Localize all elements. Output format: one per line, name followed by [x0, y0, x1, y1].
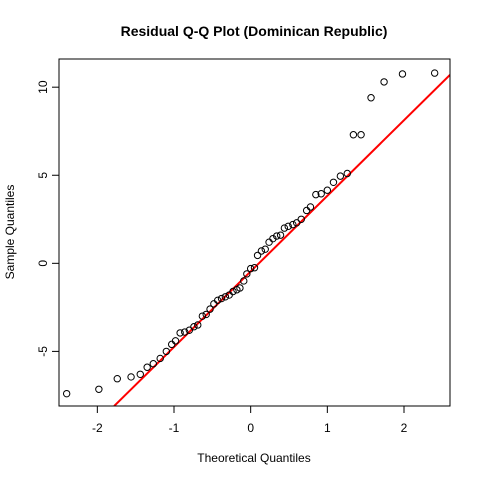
data-point-34	[261, 245, 269, 253]
data-point-21	[214, 296, 222, 305]
data-point-8	[156, 354, 164, 363]
data-point-33	[257, 247, 266, 255]
data-point-2	[95, 385, 103, 393]
data-point-3	[113, 374, 121, 383]
data-point-29	[243, 270, 251, 278]
data-point-45	[306, 203, 315, 211]
data-point-56	[398, 70, 407, 78]
data-point-6	[143, 363, 151, 371]
data-point-48	[323, 186, 332, 194]
data-point-50	[336, 172, 345, 180]
data-point-23	[221, 293, 230, 301]
chart-title: Residual Q-Q Plot (Dominican Republic)	[121, 23, 388, 39]
data-point-9	[162, 347, 171, 356]
data-point-42	[292, 219, 301, 227]
data-point-53	[357, 131, 365, 139]
data-point-47	[317, 190, 325, 198]
data-point-38	[276, 231, 285, 239]
data-point-52	[349, 131, 358, 139]
data-point-13	[181, 328, 189, 336]
data-point-41	[289, 220, 297, 229]
data-point-16	[194, 321, 202, 329]
x-tick-label: -2	[92, 421, 103, 435]
x-tick-label: 1	[324, 421, 331, 435]
data-point-40	[284, 222, 292, 231]
data-point-18	[202, 310, 210, 319]
data-point-55	[380, 78, 388, 86]
data-point-46	[312, 190, 320, 199]
x-tick-label: 2	[401, 421, 408, 435]
y-tick-label: 0	[36, 260, 50, 267]
data-point-19	[206, 305, 214, 313]
data-point-27	[236, 284, 244, 292]
data-point-12	[176, 329, 184, 337]
data-point-22	[217, 294, 226, 303]
data-point-32	[253, 251, 262, 260]
data-point-15	[190, 323, 198, 331]
data-point-4	[127, 373, 135, 381]
y-tick-label: -5	[36, 346, 50, 357]
x-tick-label: 0	[247, 421, 254, 435]
x-axis-label: Theoretical Quantiles	[197, 451, 310, 465]
data-point-7	[149, 360, 158, 368]
y-tick-label: 5	[36, 172, 50, 179]
y-axis-label: Sample Quantiles	[3, 185, 17, 280]
data-point-54	[367, 94, 375, 102]
data-point-30	[246, 264, 255, 273]
data-point-37	[273, 232, 281, 240]
data-point-11	[171, 337, 180, 345]
data-point-51	[343, 169, 351, 178]
data-point-14	[185, 326, 194, 334]
data-point-57	[430, 69, 439, 77]
qq-reference-line	[113, 74, 450, 406]
data-point-17	[198, 312, 207, 320]
y-tick-label: 10	[36, 80, 50, 94]
x-axis: -2 -1 0 1 2	[92, 405, 408, 435]
data-point-1	[62, 389, 71, 398]
y-axis: -5 0 5 10	[36, 80, 60, 357]
data-point-39	[280, 224, 289, 232]
data-point-25	[229, 287, 237, 296]
data-point-31	[250, 264, 259, 272]
data-point-49	[329, 178, 338, 186]
data-point-36	[269, 234, 277, 243]
data-point-5	[136, 370, 144, 378]
x-tick-label: -1	[169, 421, 180, 435]
data-point-28	[240, 277, 248, 285]
data-point-43	[297, 215, 305, 223]
